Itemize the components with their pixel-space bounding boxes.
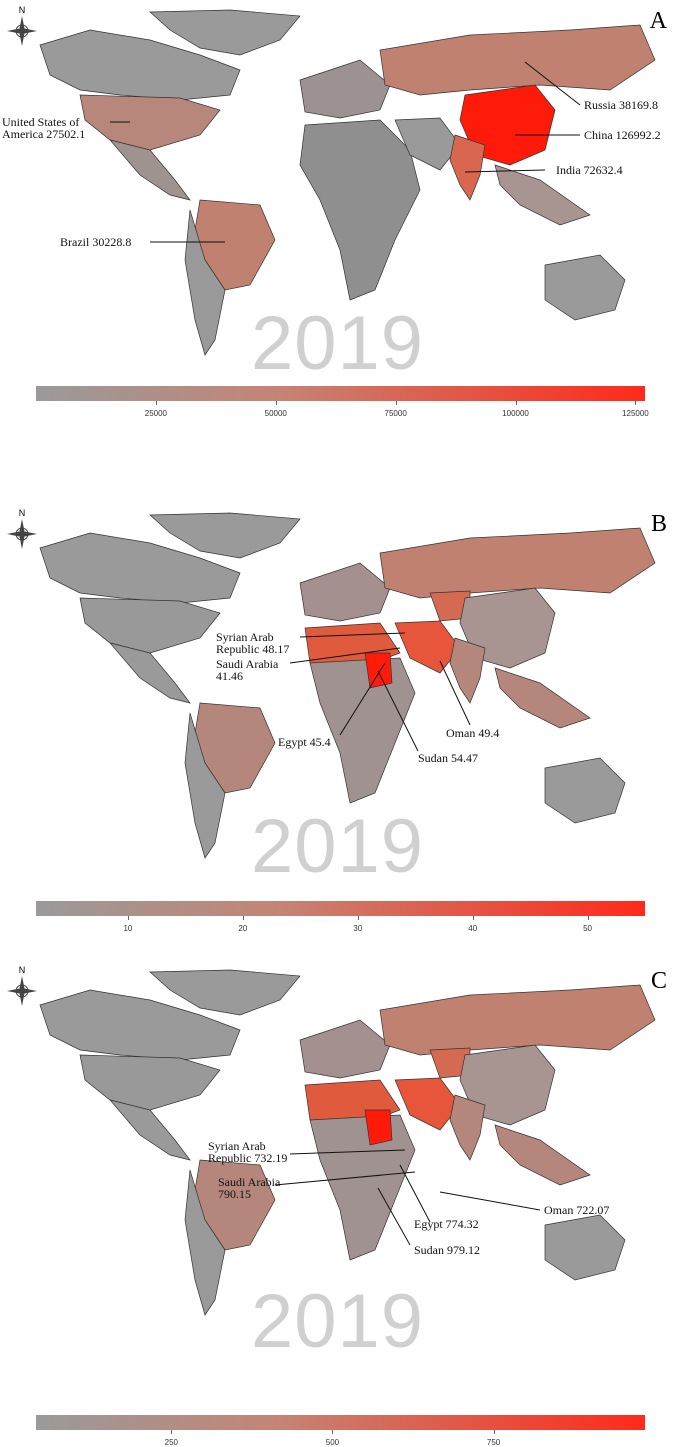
label-sudan: Sudan 54.47 bbox=[418, 751, 478, 765]
colorbar-tick-label: 40 bbox=[468, 924, 478, 933]
region-canada bbox=[39, 29, 241, 101]
colorbar-b bbox=[36, 901, 645, 916]
year-watermark-a: 2019 bbox=[250, 301, 425, 386]
region-africa bbox=[309, 657, 416, 804]
region-south-america-west bbox=[184, 1169, 226, 1316]
colorbar-tickmark bbox=[515, 401, 517, 405]
region-india bbox=[449, 134, 486, 201]
colorbar-tickmark bbox=[332, 1430, 334, 1434]
label-saudi-arabia: Saudi Arabia 41.46 bbox=[216, 657, 279, 683]
region-australia bbox=[544, 1214, 626, 1281]
world-map-a bbox=[39, 9, 656, 356]
colorbar-tickmark bbox=[493, 1430, 495, 1434]
label-egypt: Egypt 774.32 bbox=[414, 1217, 479, 1231]
colorbar-tickmark bbox=[395, 401, 397, 405]
label-russia: Russia 38169.8 bbox=[584, 98, 659, 112]
region-africa bbox=[299, 119, 421, 301]
label-brazil: Brazil 30228.8 bbox=[60, 235, 132, 249]
panel-letter-b: B bbox=[650, 511, 667, 537]
region-south-america-west bbox=[184, 209, 226, 356]
colorbar-tickmark bbox=[472, 916, 474, 920]
label-usa: United States of America 27502.1 bbox=[2, 115, 86, 141]
label-china: China 126992.2 bbox=[584, 128, 661, 142]
colorbar-c bbox=[36, 1415, 645, 1430]
region-europe bbox=[299, 562, 391, 622]
compass-rose-icon: N bbox=[4, 4, 40, 55]
region-india bbox=[449, 637, 486, 704]
colorbar-tickmark bbox=[635, 401, 637, 405]
region-sudan bbox=[364, 652, 393, 689]
colorbar-tickmark bbox=[275, 401, 277, 405]
region-australia bbox=[544, 757, 626, 824]
label-sudan: Sudan 979.12 bbox=[414, 1243, 480, 1257]
compass-n-label: N bbox=[19, 508, 26, 518]
region-mexico-central bbox=[109, 1099, 191, 1161]
region-russia bbox=[379, 527, 656, 599]
region-sudan bbox=[364, 1109, 393, 1146]
region-russia bbox=[379, 24, 656, 96]
region-canada bbox=[39, 989, 241, 1061]
colorbar-tickmark bbox=[171, 1430, 173, 1434]
colorbar-tick-label: 25000 bbox=[144, 409, 167, 418]
colorbar-tick-label: 50 bbox=[583, 924, 592, 933]
region-se-asia bbox=[494, 164, 591, 226]
compass-n-label: N bbox=[19, 965, 26, 975]
region-europe bbox=[299, 59, 391, 119]
colorbar-tick-label: 100000 bbox=[502, 409, 529, 418]
colorbar-tick-label: 75000 bbox=[384, 409, 407, 418]
region-se-asia bbox=[494, 667, 591, 729]
map-panel-c: N C 2019 Syrian Arab Republic 732.19 Sau… bbox=[0, 960, 675, 1447]
map-panel-b: N B 2019 Syrian Arab Republic 48.17 Saud… bbox=[0, 503, 675, 984]
colorbar-tickmark bbox=[587, 916, 589, 920]
label-oman: Oman 49.4 bbox=[446, 726, 500, 740]
colorbar-tickmark bbox=[127, 916, 129, 920]
panel-letter-a: A bbox=[649, 8, 667, 34]
label-syria: Syrian Arab Republic 48.17 bbox=[216, 630, 290, 656]
compass-n-label: N bbox=[19, 5, 26, 15]
label-india: India 72632.4 bbox=[556, 163, 623, 177]
region-middle-east bbox=[394, 1077, 461, 1131]
region-south-america-west bbox=[184, 712, 226, 859]
region-australia bbox=[544, 254, 626, 321]
region-greenland bbox=[149, 969, 301, 1016]
year-watermark-c: 2019 bbox=[250, 1279, 425, 1364]
region-middle-east bbox=[394, 620, 461, 674]
region-russia bbox=[379, 984, 656, 1056]
compass-rose-icon: N bbox=[4, 964, 40, 1015]
world-map-b bbox=[39, 512, 656, 859]
region-greenland bbox=[149, 512, 301, 559]
colorbar-tick-label: 50000 bbox=[264, 409, 287, 418]
region-africa bbox=[309, 1114, 416, 1261]
label-oman: Oman 722.07 bbox=[544, 1203, 610, 1217]
region-india bbox=[449, 1094, 486, 1161]
region-usa bbox=[79, 1054, 221, 1111]
map-panel-a: N A 2019 United States of America 27502.… bbox=[0, 0, 675, 481]
label-egypt: Egypt 45.4 bbox=[278, 735, 331, 749]
colorbar-tickmark bbox=[242, 916, 244, 920]
region-mexico-central bbox=[109, 139, 191, 201]
colorbar-tickmark bbox=[357, 916, 359, 920]
colorbar-a bbox=[36, 386, 645, 401]
label-syria: Syrian Arab Republic 732.19 bbox=[208, 1139, 288, 1165]
region-usa bbox=[79, 597, 221, 654]
region-usa bbox=[79, 94, 221, 151]
panel-letter-c: C bbox=[650, 968, 667, 994]
region-europe bbox=[299, 1019, 391, 1079]
region-middle-east bbox=[394, 117, 461, 171]
colorbar-tick-label: 30 bbox=[353, 924, 363, 933]
region-canada bbox=[39, 532, 241, 604]
colorbar-tickmark bbox=[155, 401, 157, 405]
colorbar-tick-label: 10 bbox=[123, 924, 133, 933]
compass-rose-icon: N bbox=[4, 507, 40, 558]
world-map-c bbox=[39, 969, 656, 1316]
colorbar-tick-label: 125000 bbox=[622, 409, 649, 418]
region-greenland bbox=[149, 9, 301, 56]
region-mexico-central bbox=[109, 642, 191, 704]
region-se-asia bbox=[494, 1124, 591, 1186]
colorbar-tick-label: 20 bbox=[238, 924, 248, 933]
year-watermark-b: 2019 bbox=[250, 804, 425, 889]
label-saudi-arabia: Saudi Arabia 790.15 bbox=[218, 1175, 281, 1201]
